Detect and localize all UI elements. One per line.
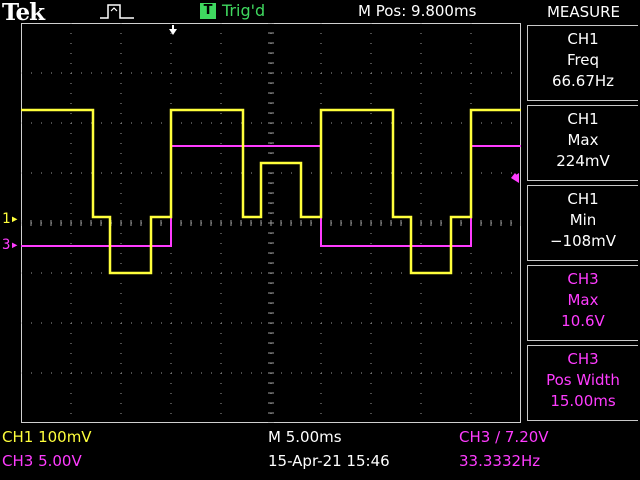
measurement-ch1-min[interactable]: CH1 Min −108mV xyxy=(527,185,638,261)
trigger-position-marker[interactable] xyxy=(169,25,177,35)
measurement-ch1-freq[interactable]: CH1 Freq 66.67Hz xyxy=(527,25,638,101)
brand-logo: Tek xyxy=(2,0,45,26)
status-bar: Tek T Trig'd M Pos: 9.800ms xyxy=(0,0,640,26)
trigger-frequency: 33.3332Hz xyxy=(459,452,541,470)
date-time: 15-Apr-21 15:46 xyxy=(268,452,390,470)
measurement-type: Freq xyxy=(566,51,600,69)
timebase[interactable]: M 5.00ms xyxy=(268,428,342,446)
measurement-type: Max xyxy=(567,131,599,149)
ch1-ground-marker[interactable]: 1▸ xyxy=(2,211,19,227)
measurement-value: 66.67Hz xyxy=(551,72,615,90)
measurement-type: Min xyxy=(569,211,597,229)
trigger-badge: T xyxy=(200,3,216,19)
measurement-ch3-pos-width[interactable]: CH3 Pos Width 15.00ms xyxy=(527,345,638,421)
measurement-value: 224mV xyxy=(556,152,610,170)
ch1-scale[interactable]: CH1 100mV xyxy=(2,428,92,446)
edge-trigger-icon xyxy=(100,4,134,19)
measurement-ch3-max[interactable]: CH3 Max 10.6V xyxy=(527,265,638,341)
measurement-source: CH1 xyxy=(567,30,599,48)
waveform-display[interactable] xyxy=(21,23,521,423)
trigger-setting[interactable]: CH3 ∕ 7.20V xyxy=(459,428,549,446)
ch1-marker-label: 1 xyxy=(2,211,11,227)
measurement-source: CH1 xyxy=(567,110,599,128)
ch3-trace xyxy=(21,145,521,247)
trigger-status: Trig'd xyxy=(222,1,266,20)
measurement-source: CH3 xyxy=(567,350,599,368)
ch1-trace xyxy=(21,108,521,275)
trigger-level-marker[interactable] xyxy=(511,173,519,183)
measurement-type: Pos Width xyxy=(546,371,620,389)
measure-panel: MEASURE CH1 Freq 66.67Hz CH1 Max 224mV C… xyxy=(527,0,640,430)
measurement-type: Max xyxy=(567,291,599,309)
measurement-source: CH3 xyxy=(567,270,599,288)
horizontal-position: M Pos: 9.800ms xyxy=(358,2,477,20)
measure-title: MEASURE xyxy=(546,3,621,21)
measurement-value: 10.6V xyxy=(561,312,605,330)
ch3-ground-marker[interactable]: 3▸ xyxy=(2,237,19,253)
status-footer: CH1 100mV CH3 5.00V M 5.00ms 15-Apr-21 1… xyxy=(0,424,640,480)
measurement-source: CH1 xyxy=(567,190,599,208)
measurement-ch1-max[interactable]: CH1 Max 224mV xyxy=(527,105,638,181)
ch3-marker-label: 3 xyxy=(2,237,11,253)
ch3-scale[interactable]: CH3 5.00V xyxy=(2,452,82,470)
graticule xyxy=(21,23,521,423)
measurement-value: −108mV xyxy=(549,232,617,250)
measurement-value: 15.00ms xyxy=(550,392,616,410)
